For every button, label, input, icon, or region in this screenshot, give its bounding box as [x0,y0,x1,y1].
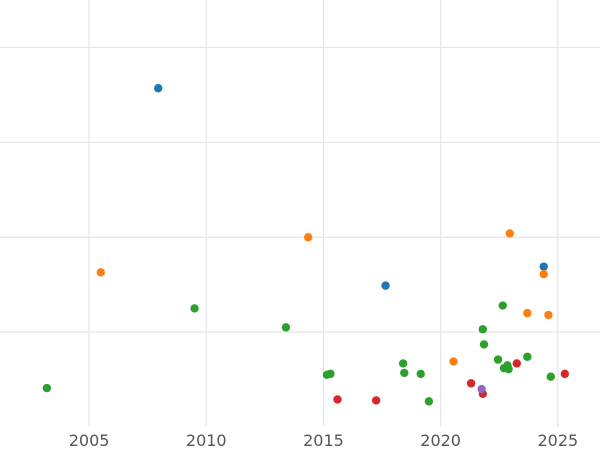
data-point [449,357,458,366]
data-point [504,364,513,374]
data-point [478,325,488,334]
y-gridlines [0,46,600,333]
data-point [539,270,548,279]
data-point [304,233,313,242]
data-point [400,368,409,378]
data-point [326,369,335,379]
data-point [512,359,521,368]
data-point [398,359,408,368]
data-point [523,352,532,361]
data-point [416,369,425,379]
data-point [493,355,503,364]
x-tick-label: 2005 [69,431,110,450]
data-point [523,308,532,318]
data-point [381,281,390,290]
x-tick-label: 2020 [420,431,461,450]
data-points [42,84,570,406]
data-point [477,384,486,394]
data-point [371,396,381,405]
data-point [96,268,105,277]
x-tick-labels: 2005 2010 2015 2020 2025 [69,431,578,450]
data-point [466,379,476,388]
x-tick-label: 2010 [186,431,227,450]
x-tick-label: 2015 [303,431,344,450]
data-point [42,383,52,393]
data-point [479,340,489,349]
data-point [154,84,163,93]
data-point [333,395,342,404]
data-point [190,304,199,313]
data-point [505,229,514,238]
data-point [424,397,434,406]
data-point [498,301,507,310]
data-point [544,310,553,320]
data-point [546,372,555,381]
data-point [281,323,291,332]
data-point [539,262,548,271]
x-gridlines [88,0,559,427]
x-tick-label: 2025 [537,431,578,450]
data-point [560,369,570,379]
